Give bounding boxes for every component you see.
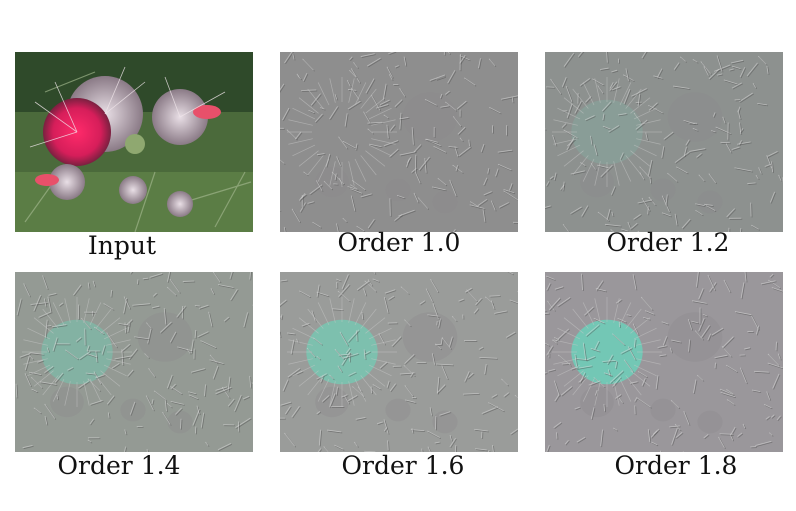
caption-order-1-8: Order 1.8 <box>614 451 738 480</box>
result-image-order-1-2 <box>545 52 783 232</box>
input-image <box>15 52 253 232</box>
caption-order-1-4: Order 1.4 <box>57 451 181 480</box>
result-image-order-1-8 <box>545 272 783 452</box>
result-image-order-1-4 <box>15 272 253 452</box>
result-image-order-1-0 <box>280 52 518 232</box>
result-image-order-1-6 <box>280 272 518 452</box>
caption-order-1-6: Order 1.6 <box>341 451 465 480</box>
caption-order-1-0: Order 1.0 <box>337 228 461 257</box>
caption-order-1-2: Order 1.2 <box>606 228 730 257</box>
caption-input: Input <box>87 231 157 260</box>
